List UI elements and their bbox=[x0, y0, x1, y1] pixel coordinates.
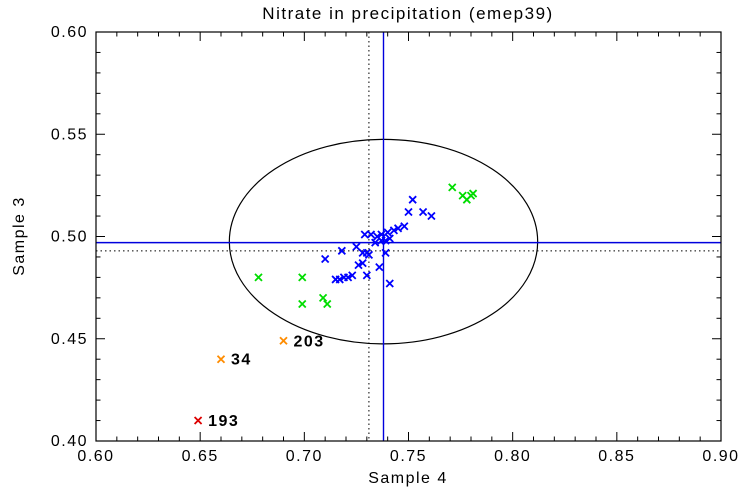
data-point-accepted-points bbox=[400, 222, 409, 231]
data-point-flagged-points bbox=[448, 183, 457, 192]
x-axis-label: Sample 4 bbox=[368, 470, 448, 487]
outlier-label-34: 34 bbox=[231, 352, 252, 369]
plot-frame bbox=[95, 31, 722, 442]
data-point-flagged-points bbox=[254, 273, 263, 282]
data-point-accepted-points bbox=[354, 260, 363, 270]
data-point-accepted-points bbox=[321, 254, 330, 264]
data-point-accepted-points bbox=[385, 279, 394, 288]
x-tick-label: 0.90 bbox=[702, 448, 739, 465]
data-point-accepted-points bbox=[418, 207, 428, 217]
data-point-flagged-points bbox=[298, 273, 307, 282]
data-point-accepted-points bbox=[383, 228, 392, 237]
outlier-label-203: 203 bbox=[294, 333, 325, 350]
data-point-accepted-points bbox=[427, 211, 436, 221]
data-point-accepted-points bbox=[389, 226, 399, 235]
y-tick-label: 0.45 bbox=[51, 331, 88, 348]
y-tick-label: 0.40 bbox=[51, 433, 88, 450]
data-point-accepted-points bbox=[337, 246, 346, 255]
data-point-accepted-points bbox=[364, 250, 374, 260]
chart-title: Nitrate in precipitation (emep39) bbox=[262, 4, 553, 23]
data-point-flagged-points bbox=[318, 293, 328, 302]
data-point-flagged-points bbox=[298, 299, 307, 309]
data-point-flagged-points bbox=[323, 299, 332, 309]
data-point-flagged-points bbox=[468, 189, 478, 198]
y-tick-label: 0.50 bbox=[51, 229, 88, 246]
x-tick-label: 0.80 bbox=[494, 448, 531, 465]
data-point-accepted-points bbox=[343, 273, 353, 282]
data-point-accepted-points bbox=[358, 258, 367, 268]
data-point-accepted-points bbox=[377, 230, 386, 239]
data-point-accepted-points bbox=[348, 271, 357, 280]
outlier-point-193 bbox=[193, 416, 203, 425]
outlier-point-34 bbox=[216, 355, 226, 364]
data-point-accepted-points bbox=[371, 238, 380, 247]
plot-area: 203 34 193 0.60 0.65 0.70 0.75 0.80 0.85 0.90 0.40… bbox=[51, 24, 739, 465]
x-tick-label: 0.65 bbox=[182, 448, 219, 465]
data-point-accepted-points bbox=[366, 230, 376, 239]
outlier-label-193: 193 bbox=[208, 413, 239, 430]
data-point-accepted-points bbox=[381, 236, 390, 245]
x-tick-label: 0.85 bbox=[598, 448, 635, 465]
outlier-point-203 bbox=[279, 336, 288, 345]
data-point-accepted-points bbox=[362, 271, 371, 280]
y-tick-label: 0.60 bbox=[51, 24, 88, 41]
data-point-accepted-points bbox=[408, 195, 417, 204]
x-tick-label: 0.75 bbox=[390, 448, 427, 465]
data-point-accepted-points bbox=[360, 230, 369, 239]
data-point-accepted-points bbox=[385, 234, 394, 243]
data-point-accepted-points bbox=[352, 242, 361, 251]
data-point-accepted-points bbox=[375, 263, 384, 272]
y-axis-label: Sample 3 bbox=[11, 196, 28, 276]
data-point-flagged-points bbox=[462, 195, 471, 204]
x-tick-label: 0.60 bbox=[77, 448, 114, 465]
data-point-accepted-points bbox=[404, 207, 413, 217]
x-tick-label: 0.70 bbox=[286, 448, 323, 465]
data-point-accepted-points bbox=[393, 224, 403, 233]
data-point-accepted-points bbox=[335, 275, 344, 284]
y-tick-label: 0.55 bbox=[51, 126, 88, 143]
data-point-accepted-points bbox=[381, 248, 390, 257]
